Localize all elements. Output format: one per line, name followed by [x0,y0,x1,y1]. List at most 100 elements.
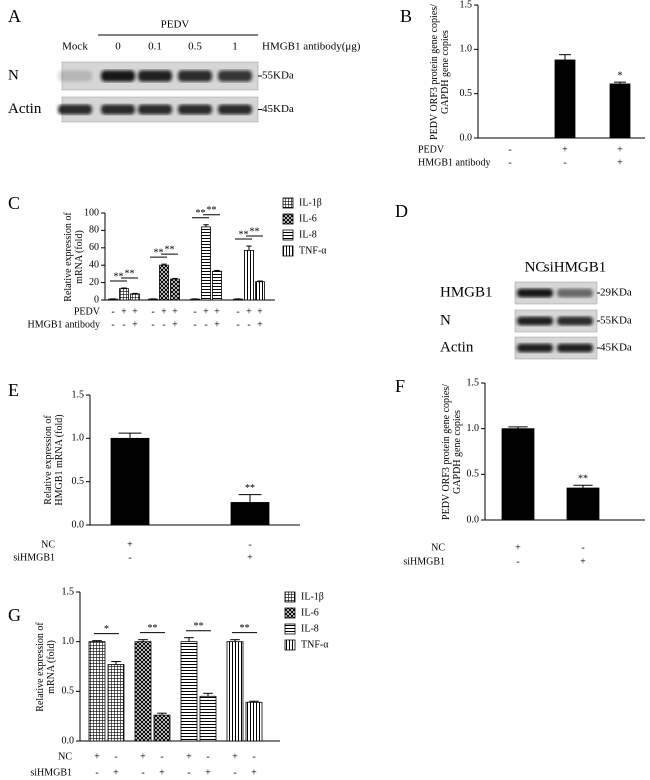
condition-sign: - [247,319,250,330]
error-bar [203,692,213,697]
condition-sign: + [214,319,220,330]
legend-label: IL-8 [299,229,317,240]
bar [212,270,222,301]
row-label: N [440,312,451,328]
panel-letter: B [400,6,412,26]
error-bar [172,277,178,280]
row-label: N [8,67,19,83]
y-tick-label: 1.0 [460,44,473,55]
error-bar [111,661,121,665]
blot-band [178,70,212,82]
condition-sign: + [172,306,178,317]
condition-sign: + [246,306,252,317]
legend-swatch [284,639,296,651]
condition-sign: + [214,306,220,317]
condition-sign: + [159,767,165,778]
condition-sign: - [122,319,125,330]
bar [199,695,217,742]
condition-sign: + [562,144,568,155]
condition-sign: - [193,319,196,330]
bar [88,641,106,742]
significance-label: ** [196,208,206,219]
error-bar [121,287,127,289]
condition-sign: + [140,751,146,762]
y-axis-label: PEDV ORF3 protein gene copies/ [441,384,452,520]
condition-sign: - [114,751,117,762]
condition-sign: - [95,767,98,778]
panel-letter: G [8,605,21,625]
significance-label: ** [154,247,164,258]
blot-band [178,104,212,115]
y-tick-label: 1.0 [72,433,85,444]
y-tick-label: 1.0 [62,636,75,647]
bar [107,664,125,742]
legend-label: TNF-α [301,639,329,650]
y-tick-label: 100 [84,207,99,218]
row-label: Actin [440,339,474,355]
condition-sign: + [132,319,138,330]
condition-sign: + [161,306,167,317]
error-bar [614,81,626,84]
row-label: Actin [8,101,42,117]
condition-label: NC [41,539,55,550]
size-label: 55KDa [600,315,632,327]
condition-sign: - [141,767,144,778]
significance-label: ** [125,268,135,279]
blot-band [58,70,92,82]
lane-label: 0.1 [148,41,162,53]
condition-sign: + [515,542,521,553]
error-bar [214,269,220,272]
error-bar [246,245,252,251]
condition-sign: + [257,319,263,330]
bar [110,437,150,526]
condition-sign: + [127,539,133,550]
y-tick-label: 0.0 [467,514,480,525]
condition-sign: + [186,751,192,762]
y-tick-label: 1.5 [62,586,75,597]
panel-letter: E [8,380,19,400]
condition-sign: + [94,751,100,762]
y-axis-label: mRNA (fold) [46,640,57,694]
condition-label: HMGB1 antibody [418,157,491,168]
y-tick-label: 60 [89,242,99,253]
blot-band [101,70,135,82]
y-tick-label: 80 [89,225,99,236]
error-bar [238,494,262,503]
bar [119,288,129,301]
error-bar [161,263,167,266]
legend-label: IL-6 [301,607,319,618]
size-label: 29KDa [600,287,632,299]
bar [245,701,263,742]
condition-sign: + [113,767,119,778]
bar [566,487,600,521]
blot-band [138,104,172,115]
y-axis-label: mRNA (fold) [74,230,85,284]
blot-band [557,288,593,298]
error-bar [249,700,259,703]
condition-sign: - [162,319,165,330]
size-label: 45KDa [600,342,632,354]
blot-band [58,104,92,115]
legend-swatch [284,607,296,619]
condition-sign: - [516,556,519,567]
condition-sign: - [206,751,209,762]
condition-sign: - [236,319,239,330]
bar [244,250,254,301]
condition-sign: - [151,306,154,317]
y-tick-label: 0.0 [460,132,473,143]
condition-sign: - [508,144,511,155]
condition-sign: + [232,751,238,762]
y-tick-label: 0.5 [467,469,480,480]
bar [201,226,211,301]
y-axis-label: PEDV ORF3 protein gene copies/ [429,4,440,140]
y-tick-label: 1.5 [72,389,85,400]
bar [134,641,152,742]
y-axis-label: Relative expression of [63,212,74,302]
legend-swatch [282,229,294,241]
condition-label: NC [58,751,72,762]
bar [170,278,180,301]
condition-sign: + [580,556,586,567]
blot-band [218,70,252,82]
y-tick-label: 0.5 [62,686,75,697]
condition-sign: - [204,319,207,330]
